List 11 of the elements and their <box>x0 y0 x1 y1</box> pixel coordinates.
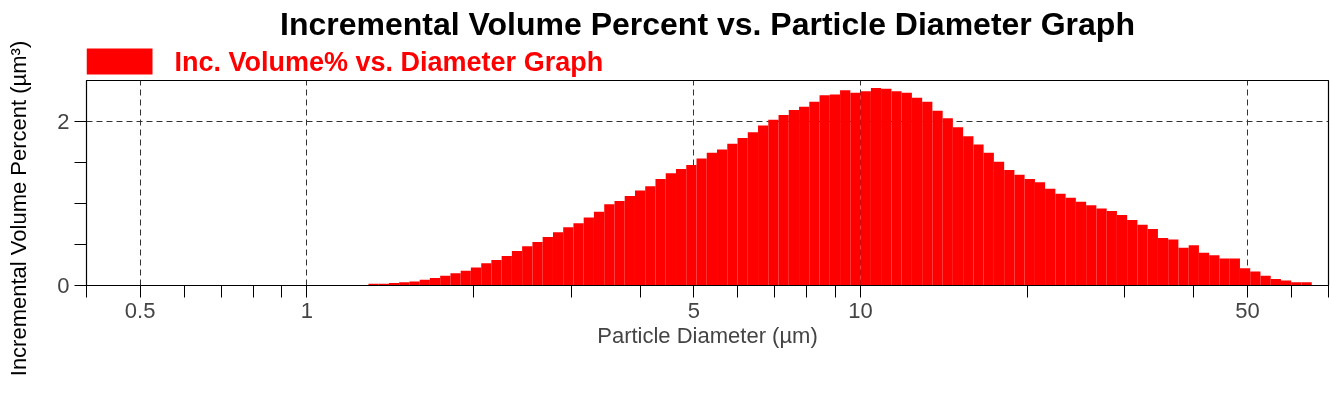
x-axis-title: Particle Diameter (µm) <box>597 322 818 348</box>
y-axis-title: Incremental Volume Percent (µm³) <box>6 40 31 377</box>
chart-title: Incremental Volume Percent vs. Particle Diameter Graph <box>280 5 1135 42</box>
y-tick-label: 2 <box>57 109 70 134</box>
x-tick-label: 5 <box>687 297 701 323</box>
x-tick-label: 10 <box>848 297 873 323</box>
legend-label: Inc. Volume% vs. Diameter Graph <box>174 46 604 77</box>
x-tick-label: 50 <box>1235 297 1260 323</box>
x-tick-label: 0.5 <box>124 297 156 323</box>
x-tick-label: 1 <box>300 297 313 323</box>
y-tick-label: 0 <box>57 273 70 298</box>
